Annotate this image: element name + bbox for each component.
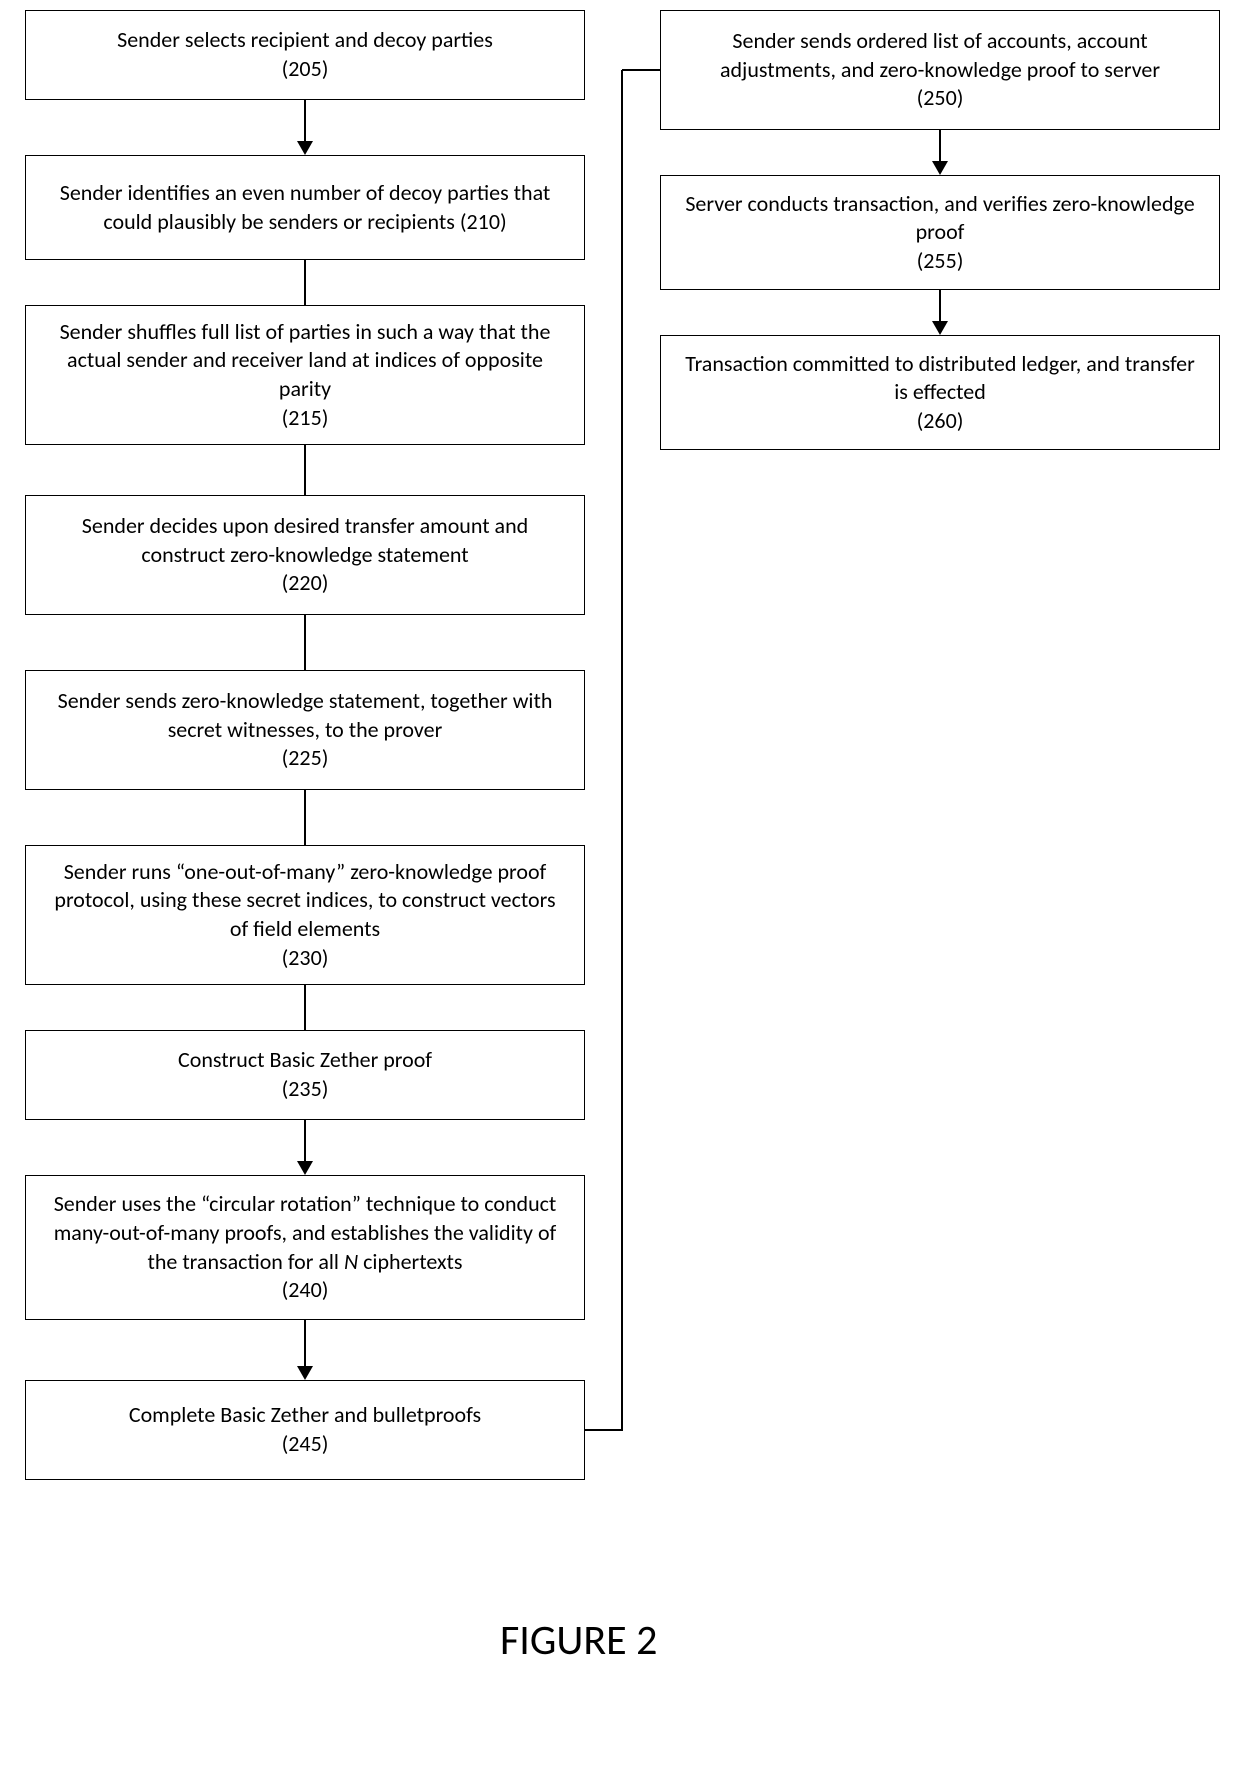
step-260-ref: (260) bbox=[681, 407, 1199, 436]
arrow-down-icon bbox=[297, 1161, 313, 1175]
connector-vertical bbox=[304, 100, 306, 141]
step-245-text: Complete Basic Zether and bulletproofs bbox=[129, 1401, 481, 1428]
step-240-box: Sender uses the “circular rotation” tech… bbox=[25, 1175, 585, 1320]
arrow-down-icon bbox=[932, 161, 948, 175]
step-205-box: Sender selects recipient and decoy parti… bbox=[25, 10, 585, 100]
step-235-text: Construct Basic Zether proof bbox=[178, 1046, 432, 1073]
step-210-box: Sender identifies an even number of deco… bbox=[25, 155, 585, 260]
connector-vertical bbox=[304, 445, 306, 495]
step-225-box: Sender sends zero-knowledge statement, t… bbox=[25, 670, 585, 790]
connector-vertical bbox=[304, 1320, 306, 1366]
connector-vertical bbox=[304, 260, 306, 305]
step-240-ref: (240) bbox=[46, 1276, 564, 1305]
connector-vertical bbox=[939, 290, 941, 321]
step-220-box: Sender decides upon desired transfer amo… bbox=[25, 495, 585, 615]
connector-horizontal bbox=[622, 69, 660, 71]
step-255-text: Server conducts transaction, and verifie… bbox=[685, 190, 1194, 246]
arrow-down-icon bbox=[932, 321, 948, 335]
step-220-text: Sender decides upon desired transfer amo… bbox=[82, 512, 528, 568]
connector-vertical bbox=[621, 70, 623, 1431]
step-255-ref: (255) bbox=[681, 247, 1199, 276]
flowchart-container: Sender selects recipient and decoy parti… bbox=[0, 0, 1240, 1770]
step-260-box: Transaction committed to distributed led… bbox=[660, 335, 1220, 450]
arrow-down-icon bbox=[297, 1366, 313, 1380]
connector-vertical bbox=[304, 615, 306, 670]
step-225-text: Sender sends zero-knowledge statement, t… bbox=[58, 687, 553, 743]
step-230-ref: (230) bbox=[46, 944, 564, 973]
step-250-text: Sender sends ordered list of accounts, a… bbox=[720, 27, 1160, 83]
connector-vertical bbox=[304, 790, 306, 845]
connector-vertical bbox=[304, 1120, 306, 1161]
step-205-ref: (205) bbox=[117, 55, 493, 84]
step-230-text: Sender runs “one-out-of-many” zero-knowl… bbox=[54, 858, 555, 942]
step-260-text: Transaction committed to distributed led… bbox=[685, 350, 1195, 406]
figure-label: FIGURE 2 bbox=[500, 1615, 657, 1666]
connector-vertical bbox=[304, 985, 306, 1030]
step-250-ref: (250) bbox=[681, 84, 1199, 113]
connector-vertical bbox=[939, 130, 941, 161]
step-225-ref: (225) bbox=[46, 744, 564, 773]
step-240-text: Sender uses the “circular rotation” tech… bbox=[54, 1190, 557, 1274]
arrow-down-icon bbox=[297, 141, 313, 155]
step-230-box: Sender runs “one-out-of-many” zero-knowl… bbox=[25, 845, 585, 985]
step-215-ref: (215) bbox=[46, 404, 564, 433]
step-245-ref: (245) bbox=[129, 1430, 481, 1459]
step-205-text: Sender selects recipient and decoy parti… bbox=[117, 26, 493, 53]
step-215-text: Sender shuffles full list of parties in … bbox=[60, 318, 551, 402]
step-220-ref: (220) bbox=[46, 569, 564, 598]
step-255-box: Server conducts transaction, and verifie… bbox=[660, 175, 1220, 290]
step-210-text: Sender identifies an even number of deco… bbox=[60, 179, 551, 235]
step-215-box: Sender shuffles full list of parties in … bbox=[25, 305, 585, 445]
step-250-box: Sender sends ordered list of accounts, a… bbox=[660, 10, 1220, 130]
step-245-box: Complete Basic Zether and bulletproofs (… bbox=[25, 1380, 585, 1480]
connector-horizontal bbox=[585, 1429, 622, 1431]
step-235-ref: (235) bbox=[178, 1075, 432, 1104]
step-235-box: Construct Basic Zether proof (235) bbox=[25, 1030, 585, 1120]
